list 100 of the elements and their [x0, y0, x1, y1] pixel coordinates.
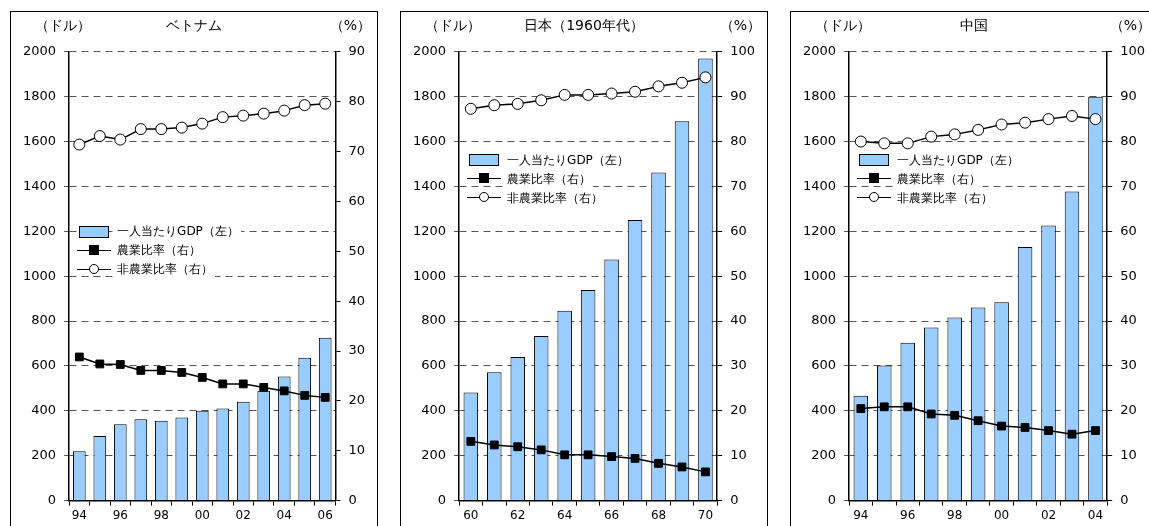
- y-tick-label: 2000: [802, 43, 837, 59]
- point: [218, 379, 228, 389]
- y-tick-label: 1200: [412, 222, 447, 238]
- y2-tick-label: 20: [348, 392, 365, 408]
- point: [1091, 426, 1100, 435]
- point: [74, 352, 84, 362]
- point: [196, 117, 209, 130]
- point: [466, 436, 476, 446]
- y2-tick-label: 20: [730, 402, 747, 418]
- point: [652, 80, 665, 93]
- y-tick-label: 0: [47, 491, 57, 507]
- y-axis-title: （ドル）: [425, 17, 481, 35]
- point: [856, 404, 866, 413]
- y-tick-label: 1200: [22, 222, 57, 238]
- y-tick-label: 1000: [22, 267, 57, 283]
- point: [901, 137, 914, 150]
- y2-tick-label: 50: [730, 267, 747, 283]
- point: [995, 118, 1008, 131]
- x-tick-label: 04: [276, 507, 292, 522]
- x-tick-label: 00: [194, 507, 210, 522]
- y-axis-title: （ドル）: [35, 17, 91, 35]
- point: [115, 360, 125, 369]
- y-tick-label: 600: [811, 357, 837, 373]
- point: [701, 467, 710, 477]
- point: [320, 392, 330, 402]
- point: [155, 123, 168, 136]
- x-tick-label: 60: [463, 507, 479, 522]
- point: [1044, 426, 1053, 435]
- point: [972, 123, 985, 136]
- point: [536, 445, 546, 455]
- y2-axis-title: （%）: [1109, 17, 1149, 35]
- y2-axis-title: （%）: [719, 17, 761, 35]
- x-tick-label: 06: [317, 507, 333, 522]
- y-tick-label: 2000: [412, 43, 447, 59]
- point: [279, 386, 289, 396]
- legend-label: 農業比率（右）: [895, 169, 984, 189]
- x-tick-label: 98: [153, 507, 169, 522]
- y-tick-label: 0: [827, 491, 837, 507]
- chart-title: 中国: [960, 17, 988, 35]
- y-tick-label: 400: [421, 402, 447, 418]
- point: [300, 390, 310, 400]
- point: [488, 99, 501, 112]
- legend-label: 一人当たりGDP（左）: [895, 150, 1021, 170]
- y2-tick-label: 10: [348, 442, 365, 458]
- y2-tick-label: 40: [1120, 312, 1137, 328]
- y2-tick-label: 70: [1120, 177, 1137, 193]
- point: [582, 88, 595, 101]
- legend-label: 一人当たりGDP（左）: [115, 222, 241, 242]
- point: [197, 373, 207, 382]
- y-tick-label: 1400: [22, 177, 57, 193]
- point: [114, 133, 127, 146]
- point: [511, 97, 524, 110]
- y-tick-label: 200: [421, 447, 447, 463]
- y2-tick-label: 70: [730, 177, 747, 193]
- point: [629, 85, 642, 98]
- y-tick-label: 1600: [412, 132, 447, 148]
- x-tick-label: 96: [112, 507, 128, 522]
- point: [464, 102, 477, 115]
- y2-tick-label: 80: [348, 93, 365, 109]
- y-tick-label: 0: [437, 491, 447, 507]
- y-tick-label: 1800: [412, 88, 447, 104]
- point: [278, 104, 291, 117]
- legend-label: 一人当たりGDP（左）: [505, 150, 631, 170]
- point: [73, 138, 86, 151]
- y2-tick-label: 20: [1120, 402, 1137, 418]
- y2-tick-label: 10: [730, 447, 747, 463]
- point: [238, 379, 248, 389]
- point: [903, 402, 913, 412]
- chart-title: 日本（1960年代）: [524, 17, 644, 35]
- x-tick-label: 96: [900, 507, 916, 522]
- legend-label: 農業比率（右）: [505, 169, 594, 189]
- point: [699, 71, 712, 84]
- y-tick-label: 800: [31, 312, 57, 328]
- point: [630, 454, 640, 463]
- y2-tick-label: 0: [1120, 491, 1129, 507]
- y-tick-label: 2000: [22, 43, 57, 59]
- point: [513, 442, 523, 452]
- point: [677, 462, 687, 472]
- point: [1089, 113, 1102, 126]
- legend-label: 非農業比率（右）: [115, 260, 216, 280]
- y2-tick-label: 0: [348, 491, 357, 507]
- point: [95, 359, 105, 369]
- x-tick-label: 04: [1087, 507, 1104, 522]
- y-tick-label: 1200: [802, 222, 837, 238]
- point: [1019, 116, 1032, 129]
- y2-tick-label: 90: [1120, 88, 1137, 104]
- point: [489, 440, 499, 450]
- y2-tick-label: 30: [1120, 357, 1137, 373]
- y-tick-label: 1000: [412, 267, 447, 283]
- point: [925, 130, 938, 143]
- y-tick-label: 200: [31, 447, 57, 463]
- legend-label: 非農業比率（右）: [895, 188, 996, 208]
- point: [1067, 429, 1077, 439]
- y2-tick-label: 0: [730, 491, 739, 507]
- x-tick-label: 66: [603, 507, 620, 522]
- point: [926, 409, 936, 419]
- point: [237, 109, 250, 122]
- y2-tick-label: 90: [348, 43, 365, 59]
- point: [560, 450, 570, 460]
- y-tick-label: 1800: [802, 88, 837, 104]
